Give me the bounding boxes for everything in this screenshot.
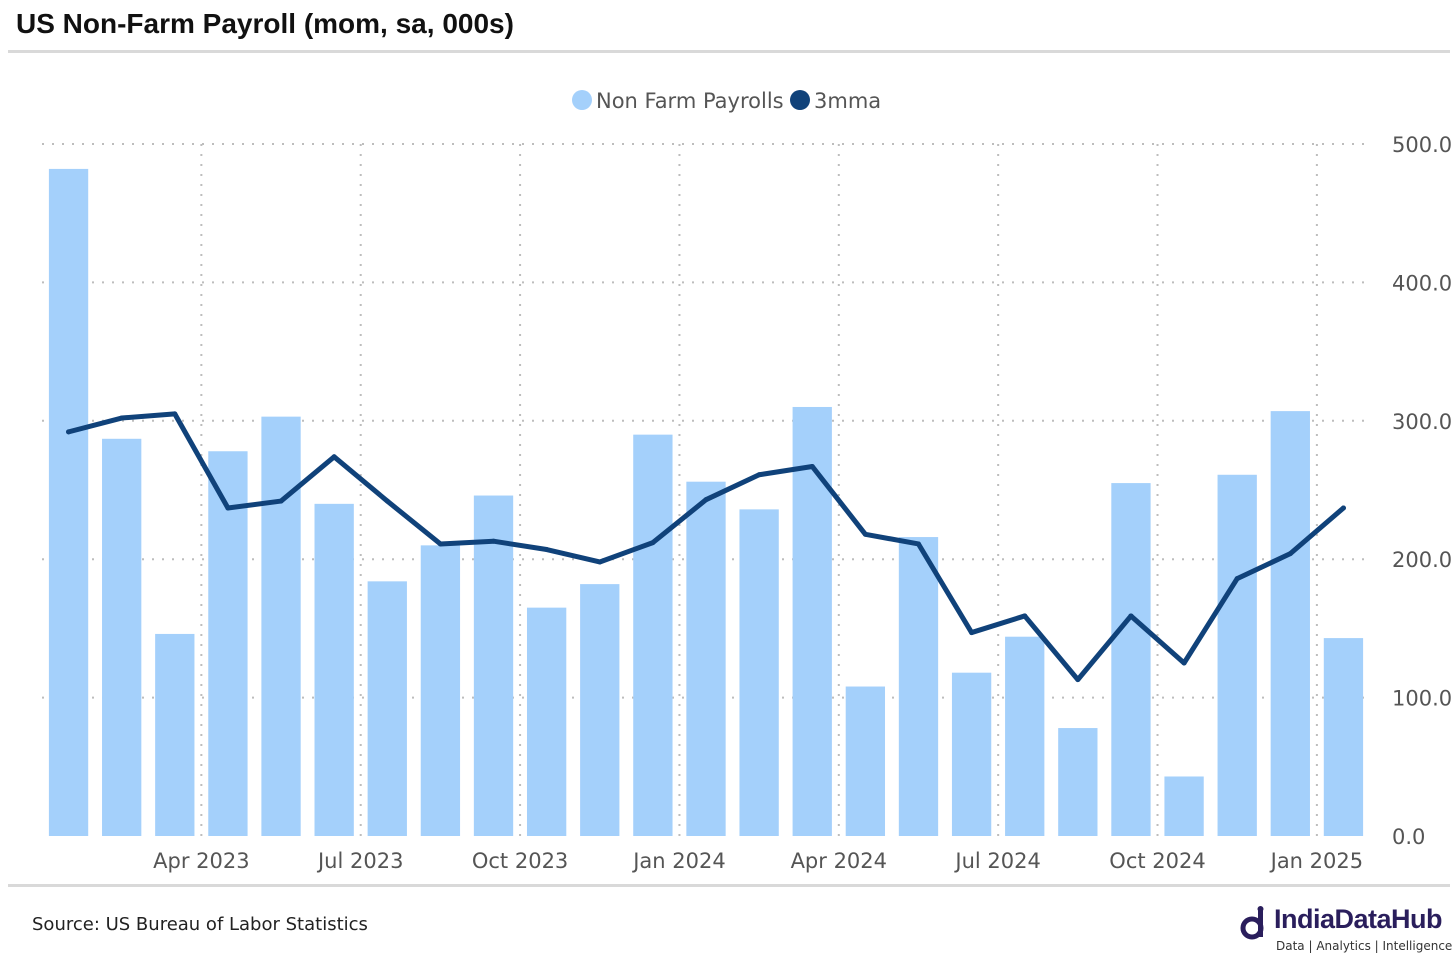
point-3mma-oct-2023 [544, 547, 550, 553]
bar-nov-2023 [580, 584, 620, 836]
bar-feb-2024 [739, 509, 779, 836]
brand-logo: IndiaDataHub Data | Analytics | Intellig… [1240, 902, 1453, 960]
point-3mma-mar-2023 [172, 411, 178, 417]
point-3mma-may-2024 [915, 541, 921, 547]
bar-feb-2023 [102, 438, 142, 836]
bar-oct-2023 [526, 607, 567, 836]
point-3mma-jan-2024 [703, 497, 709, 503]
x-tick-label: Oct 2023 [472, 849, 568, 873]
x-tick-label: Apr 2024 [791, 849, 887, 873]
x-tick-label: Jan 2025 [1269, 849, 1364, 873]
line-series [66, 411, 1346, 683]
bar-oct-2024 [1164, 776, 1204, 836]
x-tick-label: Jul 2024 [953, 849, 1040, 873]
bar-jan-2023 [48, 168, 89, 837]
x-axis-ticks: Apr 2023 Jul 2023 Oct 2023 Jan 2024 Apr 2024… [153, 849, 1363, 873]
bar-apr-2023 [208, 451, 248, 836]
bar-jul-2024 [1005, 636, 1045, 836]
y-tick-label: 400.0 [1392, 271, 1452, 295]
bar-series [48, 168, 1364, 837]
x-tick-label: Jul 2023 [316, 849, 403, 873]
bar-sep-2024 [1111, 483, 1151, 836]
x-tick-label: Oct 2024 [1109, 849, 1205, 873]
source-note: Source: US Bureau of Labor Statistics [32, 914, 368, 935]
point-3mma-jul-2024 [1022, 613, 1028, 619]
point-3mma-dec-2024 [1287, 551, 1293, 557]
logo-name: IndiaDataHub [1274, 904, 1443, 934]
chart-title: US Non-Farm Payroll (mom, sa, 000s) [16, 8, 514, 39]
point-3mma-apr-2024 [862, 531, 868, 537]
point-3mma-jun-2023 [331, 454, 337, 460]
bar-jun-2023 [314, 503, 354, 836]
x-tick-label: Jan 2024 [631, 849, 726, 873]
bar-jul-2023 [367, 581, 407, 836]
point-3mma-sep-2023 [491, 538, 497, 544]
point-3mma-nov-2023 [597, 559, 603, 565]
footer-divider [8, 884, 1450, 887]
point-3mma-jan-2023 [66, 429, 72, 435]
legend-label-3mma: 3mma [814, 89, 881, 113]
point-3mma-dec-2023 [650, 540, 656, 546]
point-3mma-jan-2025 [1340, 505, 1346, 511]
bar-apr-2024 [845, 686, 886, 836]
bar-jan-2024 [686, 481, 726, 836]
bar-dec-2024 [1270, 411, 1310, 836]
legend-label-non-farm-payrolls: Non Farm Payrolls [596, 89, 784, 113]
x-tick-label: Apr 2023 [153, 849, 249, 873]
y-tick-label: 300.0 [1392, 410, 1452, 434]
point-3mma-jul-2023 [384, 498, 390, 504]
bar-aug-2023 [420, 545, 461, 836]
bar-jan-2025 [1323, 638, 1364, 836]
point-3mma-apr-2023 [225, 505, 231, 511]
point-3mma-aug-2023 [437, 541, 443, 547]
point-3mma-may-2023 [278, 498, 284, 504]
logo-mark-icon [1240, 906, 1264, 940]
chart-legend: Non Farm Payrolls 3mma [572, 89, 881, 113]
y-tick-label: 500.0 [1392, 133, 1452, 157]
header-divider [8, 50, 1450, 53]
point-3mma-sep-2024 [1128, 613, 1134, 619]
point-3mma-feb-2023 [119, 415, 125, 421]
bar-jun-2024 [951, 672, 992, 836]
bar-sep-2023 [473, 495, 514, 836]
point-3mma-mar-2024 [809, 463, 815, 469]
legend-swatch-3mma [790, 90, 810, 110]
bar-may-2023 [261, 416, 301, 836]
bar-dec-2023 [633, 434, 673, 836]
y-axis-ticks: 0.0 100.0 200.0 300.0 400.0 500.0 [1392, 133, 1452, 849]
logo-tagline: Data | Analytics | Intelligence [1276, 939, 1453, 953]
legend-swatch-non-farm-payrolls [572, 90, 592, 110]
point-3mma-jun-2024 [969, 630, 975, 636]
point-3mma-aug-2024 [1075, 677, 1081, 683]
bar-nov-2024 [1217, 474, 1257, 836]
bar-aug-2024 [1058, 728, 1098, 836]
y-tick-label: 0.0 [1392, 825, 1425, 849]
bar-mar-2024 [792, 406, 832, 836]
bar-mar-2023 [155, 633, 195, 836]
point-3mma-nov-2024 [1234, 576, 1240, 582]
point-3mma-oct-2024 [1181, 660, 1187, 666]
bar-may-2024 [898, 537, 939, 836]
point-3mma-feb-2024 [756, 472, 762, 478]
y-tick-label: 100.0 [1392, 687, 1452, 711]
y-tick-label: 200.0 [1392, 548, 1452, 572]
